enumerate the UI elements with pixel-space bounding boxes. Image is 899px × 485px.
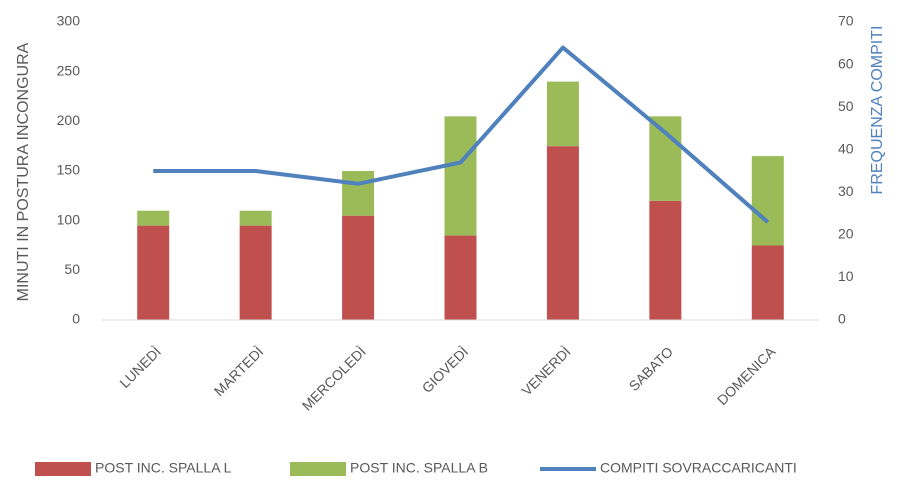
y-tick-label: 300 bbox=[57, 13, 81, 29]
y2-axis-title: FREQUENZA COMPITI bbox=[869, 26, 886, 195]
bar bbox=[546, 146, 579, 320]
y2-tick-label: 30 bbox=[838, 183, 854, 199]
y2-tick-label: 20 bbox=[838, 226, 854, 242]
x-tick-label: DOMENICA bbox=[714, 343, 779, 408]
y-tick-label: 250 bbox=[57, 62, 81, 78]
bar bbox=[239, 225, 272, 320]
legend-swatch bbox=[35, 462, 91, 476]
y-tick-label: 200 bbox=[57, 112, 81, 128]
y2-tick-label: 60 bbox=[838, 55, 854, 71]
x-tick-label: MARTEDÌ bbox=[211, 343, 267, 399]
bar bbox=[342, 215, 375, 320]
x-tick-label: VENERDÌ bbox=[518, 343, 573, 398]
y-tick-label: 100 bbox=[57, 211, 81, 227]
bar bbox=[342, 171, 375, 216]
bar bbox=[444, 235, 477, 320]
y2-tick-label: 0 bbox=[838, 311, 846, 327]
bar bbox=[751, 245, 784, 320]
legend-label: POST INC. SPALLA L bbox=[95, 460, 232, 476]
bar bbox=[649, 200, 682, 320]
y2-tick-label: 10 bbox=[838, 268, 854, 284]
y-tick-label: 150 bbox=[57, 162, 81, 178]
bar bbox=[137, 225, 170, 320]
y2-tick-label: 50 bbox=[838, 98, 854, 114]
bar bbox=[546, 81, 579, 147]
bar bbox=[649, 116, 682, 201]
y-axis-title: MINUTI IN POSTURA INCONGURA bbox=[15, 42, 32, 301]
y-tick-label: 50 bbox=[64, 261, 80, 277]
legend-swatch bbox=[290, 462, 346, 476]
y2-tick-label: 40 bbox=[838, 140, 854, 156]
bar bbox=[444, 116, 477, 236]
x-tick-label: LUNEDÌ bbox=[116, 343, 164, 391]
y-tick-label: 0 bbox=[72, 311, 80, 327]
bar bbox=[239, 210, 272, 226]
x-tick-label: MERCOLEDÌ bbox=[299, 343, 369, 413]
line-series bbox=[153, 45, 770, 224]
legend-label: COMPITI SOVRACCARICANTI bbox=[600, 460, 797, 476]
legend-label: POST INC. SPALLA B bbox=[350, 460, 488, 476]
y2-tick-label: 70 bbox=[838, 13, 854, 29]
bar bbox=[137, 210, 170, 226]
x-tick-label: GIOVEDÌ bbox=[419, 343, 472, 396]
bar bbox=[751, 156, 784, 246]
x-tick-label: SABATO bbox=[626, 343, 677, 394]
